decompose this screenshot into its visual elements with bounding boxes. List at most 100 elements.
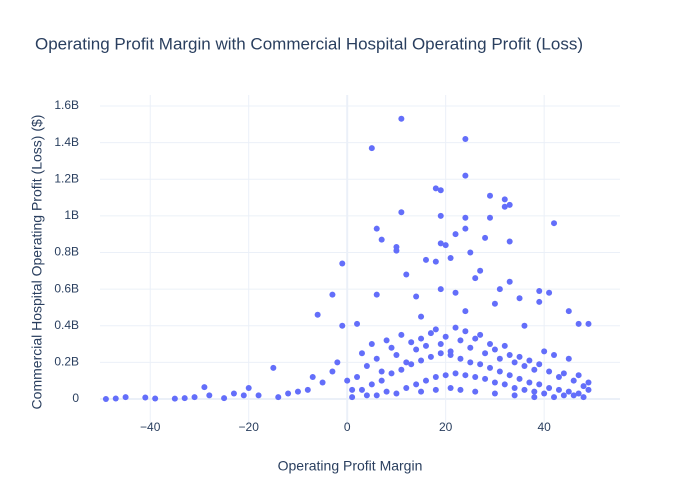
- point: [501, 203, 508, 210]
- point: [452, 231, 459, 238]
- point: [482, 350, 489, 357]
- point: [491, 379, 498, 386]
- point: [472, 335, 479, 342]
- point: [541, 390, 548, 397]
- point: [546, 289, 553, 296]
- point: [418, 335, 425, 342]
- point: [536, 381, 543, 388]
- point: [398, 366, 405, 373]
- point: [398, 331, 405, 338]
- point: [354, 374, 361, 381]
- point: [358, 350, 365, 357]
- point: [171, 395, 178, 402]
- point: [432, 326, 439, 333]
- point: [442, 242, 449, 249]
- point: [565, 388, 572, 395]
- point: [344, 377, 351, 384]
- point: [462, 135, 469, 142]
- point: [506, 278, 513, 285]
- point: [122, 394, 129, 401]
- point: [531, 366, 538, 373]
- y-tick-label: 0: [72, 391, 79, 405]
- point: [398, 209, 405, 216]
- point: [191, 394, 198, 401]
- point: [472, 275, 479, 282]
- point: [378, 377, 385, 384]
- point: [329, 368, 336, 375]
- point: [373, 291, 380, 298]
- point: [496, 355, 503, 362]
- point: [511, 385, 518, 392]
- point: [487, 341, 493, 348]
- point: [221, 395, 228, 402]
- point: [555, 374, 562, 381]
- point: [398, 115, 405, 122]
- point: [491, 346, 498, 353]
- point: [181, 395, 188, 402]
- point: [403, 359, 410, 366]
- y-tick-label: 1.4B: [54, 135, 79, 149]
- point: [447, 254, 454, 261]
- point: [373, 392, 380, 399]
- point: [487, 214, 493, 221]
- point: [516, 295, 523, 302]
- point: [388, 344, 395, 351]
- point: [526, 357, 533, 364]
- point: [477, 331, 484, 338]
- point: [112, 395, 119, 402]
- point: [418, 388, 425, 395]
- point: [462, 172, 469, 179]
- y-tick-label: 0.2B: [54, 355, 79, 369]
- point: [447, 352, 454, 359]
- point: [472, 388, 479, 395]
- y-tick-label: 1.6B: [54, 98, 79, 112]
- point: [152, 395, 159, 402]
- point: [378, 236, 385, 243]
- point: [230, 390, 237, 397]
- point: [437, 350, 444, 357]
- point: [427, 330, 434, 337]
- point: [201, 384, 208, 391]
- point: [482, 375, 489, 382]
- point: [422, 377, 429, 384]
- point: [536, 361, 543, 368]
- point: [496, 286, 503, 293]
- point: [570, 392, 577, 399]
- point: [422, 256, 429, 263]
- point: [506, 372, 513, 379]
- point: [462, 308, 469, 315]
- point: [521, 386, 528, 393]
- point: [541, 348, 548, 355]
- x-axis-title: Operating Profit Margin: [278, 458, 423, 474]
- point: [462, 225, 469, 232]
- point: [506, 352, 513, 359]
- point: [285, 390, 292, 397]
- y-tick-label: 0.4B: [54, 318, 79, 332]
- point: [373, 355, 380, 362]
- point: [413, 293, 420, 300]
- point: [536, 298, 543, 305]
- point: [363, 363, 370, 370]
- point: [511, 359, 518, 366]
- point: [487, 192, 493, 199]
- point: [452, 370, 459, 377]
- point: [432, 185, 439, 192]
- point: [501, 381, 508, 388]
- point: [319, 379, 326, 386]
- point: [585, 379, 592, 386]
- point: [403, 385, 410, 392]
- x-tick-label: 40: [537, 420, 551, 434]
- point: [511, 392, 518, 399]
- point: [422, 342, 429, 349]
- x-tick-label: 0: [344, 420, 351, 434]
- y-tick-label: 0.8B: [54, 245, 79, 259]
- point: [255, 392, 262, 399]
- point: [437, 240, 444, 247]
- point: [393, 247, 400, 254]
- point: [427, 353, 434, 360]
- point: [437, 187, 444, 194]
- point: [437, 212, 444, 219]
- point: [393, 352, 400, 359]
- y-tick-label: 1.2B: [54, 171, 79, 185]
